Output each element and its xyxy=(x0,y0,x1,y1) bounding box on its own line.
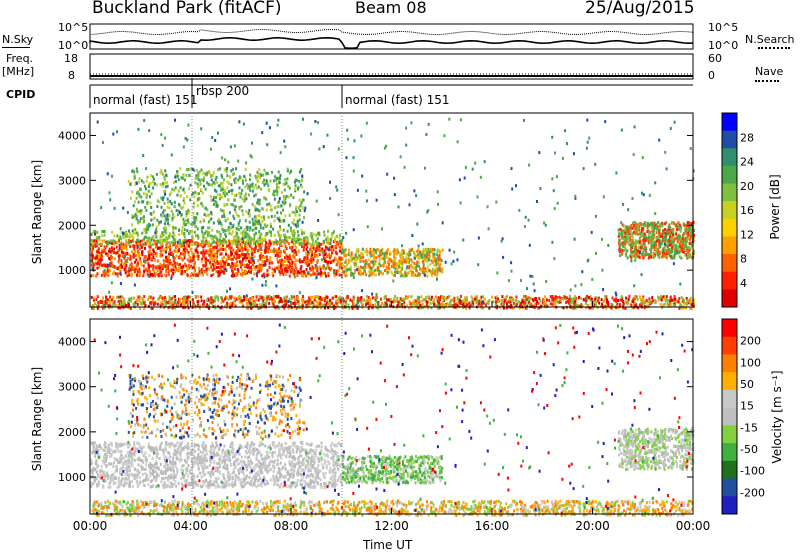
velocity-colorbar-frame xyxy=(721,318,738,515)
nsky-tick-bottom: 10^0 xyxy=(58,39,89,52)
nsky-tick-top: 10^5 xyxy=(58,21,89,34)
x-tick-label: 00:00 xyxy=(676,519,711,533)
power-band-main xyxy=(90,238,344,278)
velocity-band-main xyxy=(90,440,344,489)
velocity-colorbar-tick-label: 15 xyxy=(740,400,754,413)
cpid-segment-3: normal (fast) 151 xyxy=(345,93,450,107)
velocity-colorbar-tick-label: 50 xyxy=(740,378,754,391)
nave-label: Nave xyxy=(755,65,784,78)
velocity-ytick-label: 1000 xyxy=(58,471,86,484)
power-band-mid xyxy=(341,247,444,278)
velocity-band-upper xyxy=(127,373,306,440)
velocity-colorbar-tick-label: -100 xyxy=(740,465,765,478)
velocity-colorbar-tick-label: 100 xyxy=(740,356,761,369)
power-colorbar-swatch xyxy=(722,130,737,149)
power-colorbar-frame xyxy=(721,112,738,308)
velocity-colorbar-swatch xyxy=(722,460,737,480)
cpid-label: CPID xyxy=(6,88,36,101)
power-colorbar-swatch xyxy=(722,165,737,185)
power-colorbar-swatch xyxy=(722,271,737,290)
x-tick-label: 16:00 xyxy=(475,519,510,533)
nsky-trace xyxy=(89,36,694,50)
power-colorbar-swatch xyxy=(722,113,737,132)
velocity-colorbar-swatch xyxy=(722,389,737,409)
x-tick-label: 04:00 xyxy=(173,519,208,533)
velocity-colorbar-swatch xyxy=(722,354,737,373)
nave-tick-bottom: 0 xyxy=(708,69,715,82)
velocity-colorbar-swatch xyxy=(722,443,737,462)
velocity-ytick-label: 3000 xyxy=(58,381,86,394)
power-ytick-label: 2000 xyxy=(58,219,86,232)
velocity-colorbar-tick-label: 200 xyxy=(740,335,761,348)
velocity-colorbar-tick-label: -200 xyxy=(740,486,765,499)
power-colorbar-tick-label: 28 xyxy=(740,131,754,144)
velocity-colorbar-swatch xyxy=(722,372,737,391)
beam-title: Beam 08 xyxy=(355,0,427,17)
freq-panel xyxy=(89,53,694,80)
power-colorbar-swatch xyxy=(722,254,737,273)
nave-tick-top: 60 xyxy=(708,52,722,65)
power-colorbar-swatch xyxy=(722,148,737,167)
freq-label-2: [MHz] xyxy=(2,65,35,78)
power-ytick-label: 1000 xyxy=(58,264,86,277)
nave-legend-line xyxy=(755,80,779,82)
power-scatter xyxy=(91,117,695,310)
nsky-label: N.Sky xyxy=(2,33,34,46)
power-colorbar-swatch xyxy=(722,201,737,220)
velocity-colorbar-tick-label: -15 xyxy=(740,421,758,434)
date-title: 25/Aug/2015 xyxy=(585,0,695,18)
velocity-colorbar-swatch xyxy=(722,319,737,338)
velocity-band-late xyxy=(617,427,695,471)
power-colorbar-swatch xyxy=(722,183,737,202)
velocity-scatter xyxy=(93,323,694,516)
nsearch-label: N.Search xyxy=(745,33,795,46)
power-ground xyxy=(90,294,695,310)
freq-label-1: Freq. xyxy=(6,52,34,65)
power-colorbar-tick-label: 24 xyxy=(740,156,754,169)
velocity-colorbar-swatch xyxy=(722,496,737,515)
freq-tick-bottom: 8 xyxy=(68,69,75,82)
velocity-ytick-label: 4000 xyxy=(58,336,86,349)
power-colorbar-swatch xyxy=(722,236,737,255)
nsearch-tick-bottom: 10^0 xyxy=(708,39,739,52)
power-colorbar-tick-label: 8 xyxy=(740,253,747,266)
velocity-colorbar-swatch xyxy=(722,478,737,497)
cpid-segment-2: rbsp 200 xyxy=(196,84,250,98)
velocity-colorbar-swatch xyxy=(722,425,737,444)
velocity-band-mid xyxy=(341,454,444,485)
nsky-panel xyxy=(89,23,694,50)
x-tick-label: 00:00 xyxy=(73,519,108,533)
nsearch-legend-line xyxy=(758,47,790,49)
cpid-segment-1: normal (fast) 151 xyxy=(93,93,198,107)
power-band-late xyxy=(617,220,695,260)
nsearch-tick-top: 10^5 xyxy=(708,21,739,34)
station-title: Buckland Park (fitACF) xyxy=(92,0,282,18)
velocity-colorbar-swatch xyxy=(722,336,737,355)
x-tick-label: 20:00 xyxy=(575,519,610,533)
power-ytick-label: 3000 xyxy=(58,174,86,187)
nsky-legend-line xyxy=(2,47,30,48)
velocity-ytick-label: 2000 xyxy=(58,426,86,439)
power-colorbar-tick-label: 20 xyxy=(740,180,754,193)
x-tick-label: 08:00 xyxy=(274,519,309,533)
power-colorbar-swatch xyxy=(722,218,737,237)
power-colorbar-swatch xyxy=(722,289,737,308)
freq-tick-top: 18 xyxy=(64,52,78,65)
power-colorbar-tick-label: 4 xyxy=(740,277,747,290)
x-axis-label: Time UT xyxy=(363,538,413,552)
velocity-colorbar-tick-label: -50 xyxy=(740,443,758,456)
power-colorbar-tick-label: 12 xyxy=(740,228,754,241)
nsearch-trace xyxy=(89,29,694,36)
power-band-upper xyxy=(127,167,306,233)
power-frame xyxy=(89,112,694,308)
power-colorbar-tick-label: 16 xyxy=(740,204,754,217)
x-tick-label: 12:00 xyxy=(374,519,409,533)
power-ytick-label: 4000 xyxy=(58,129,86,142)
velocity-colorbar-swatch xyxy=(722,407,737,426)
